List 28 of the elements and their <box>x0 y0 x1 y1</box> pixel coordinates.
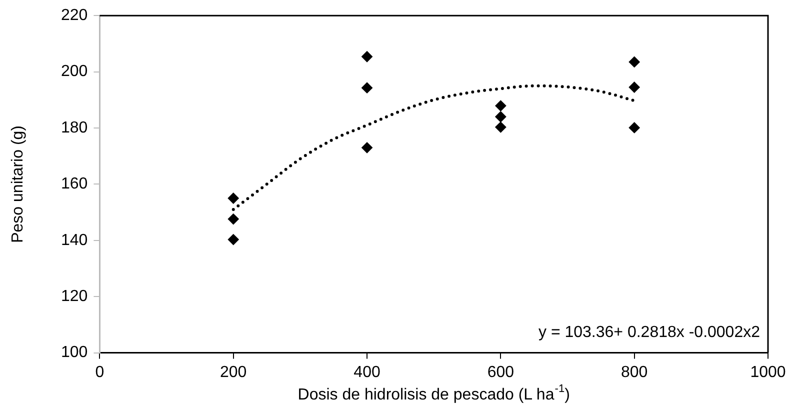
y-tick-label: 160 <box>60 176 88 193</box>
y-tick-label: 180 <box>60 119 88 136</box>
annotation: y = 103.36+ 0.2818x -0.0002x2 <box>538 324 760 342</box>
point <box>228 214 239 225</box>
y-tick-label: 100 <box>60 344 88 362</box>
x-tick-label: 600 <box>487 364 514 381</box>
point <box>628 122 640 134</box>
point <box>628 82 640 93</box>
y-tick-label: 200 <box>60 63 88 80</box>
x-tick-label: 800 <box>620 364 648 381</box>
y-tick-label: 140 <box>60 232 88 249</box>
point <box>362 51 373 62</box>
point <box>495 122 506 133</box>
point <box>495 111 506 122</box>
y-tick-label: 220 <box>60 7 88 24</box>
point <box>228 234 239 246</box>
x-tick-label: 0 <box>95 364 104 381</box>
point <box>628 56 640 68</box>
x-tick-label: 1000 <box>750 364 786 381</box>
x-tick-label: 200 <box>220 364 247 381</box>
point <box>228 192 239 204</box>
point <box>362 142 373 154</box>
line-series <box>232 84 636 211</box>
point <box>495 100 506 112</box>
point <box>362 82 373 94</box>
x-tick-label: 400 <box>354 364 380 381</box>
y-tick-label: 120 <box>60 288 88 306</box>
y-axis-title: Peso unitario (g) <box>9 126 26 243</box>
